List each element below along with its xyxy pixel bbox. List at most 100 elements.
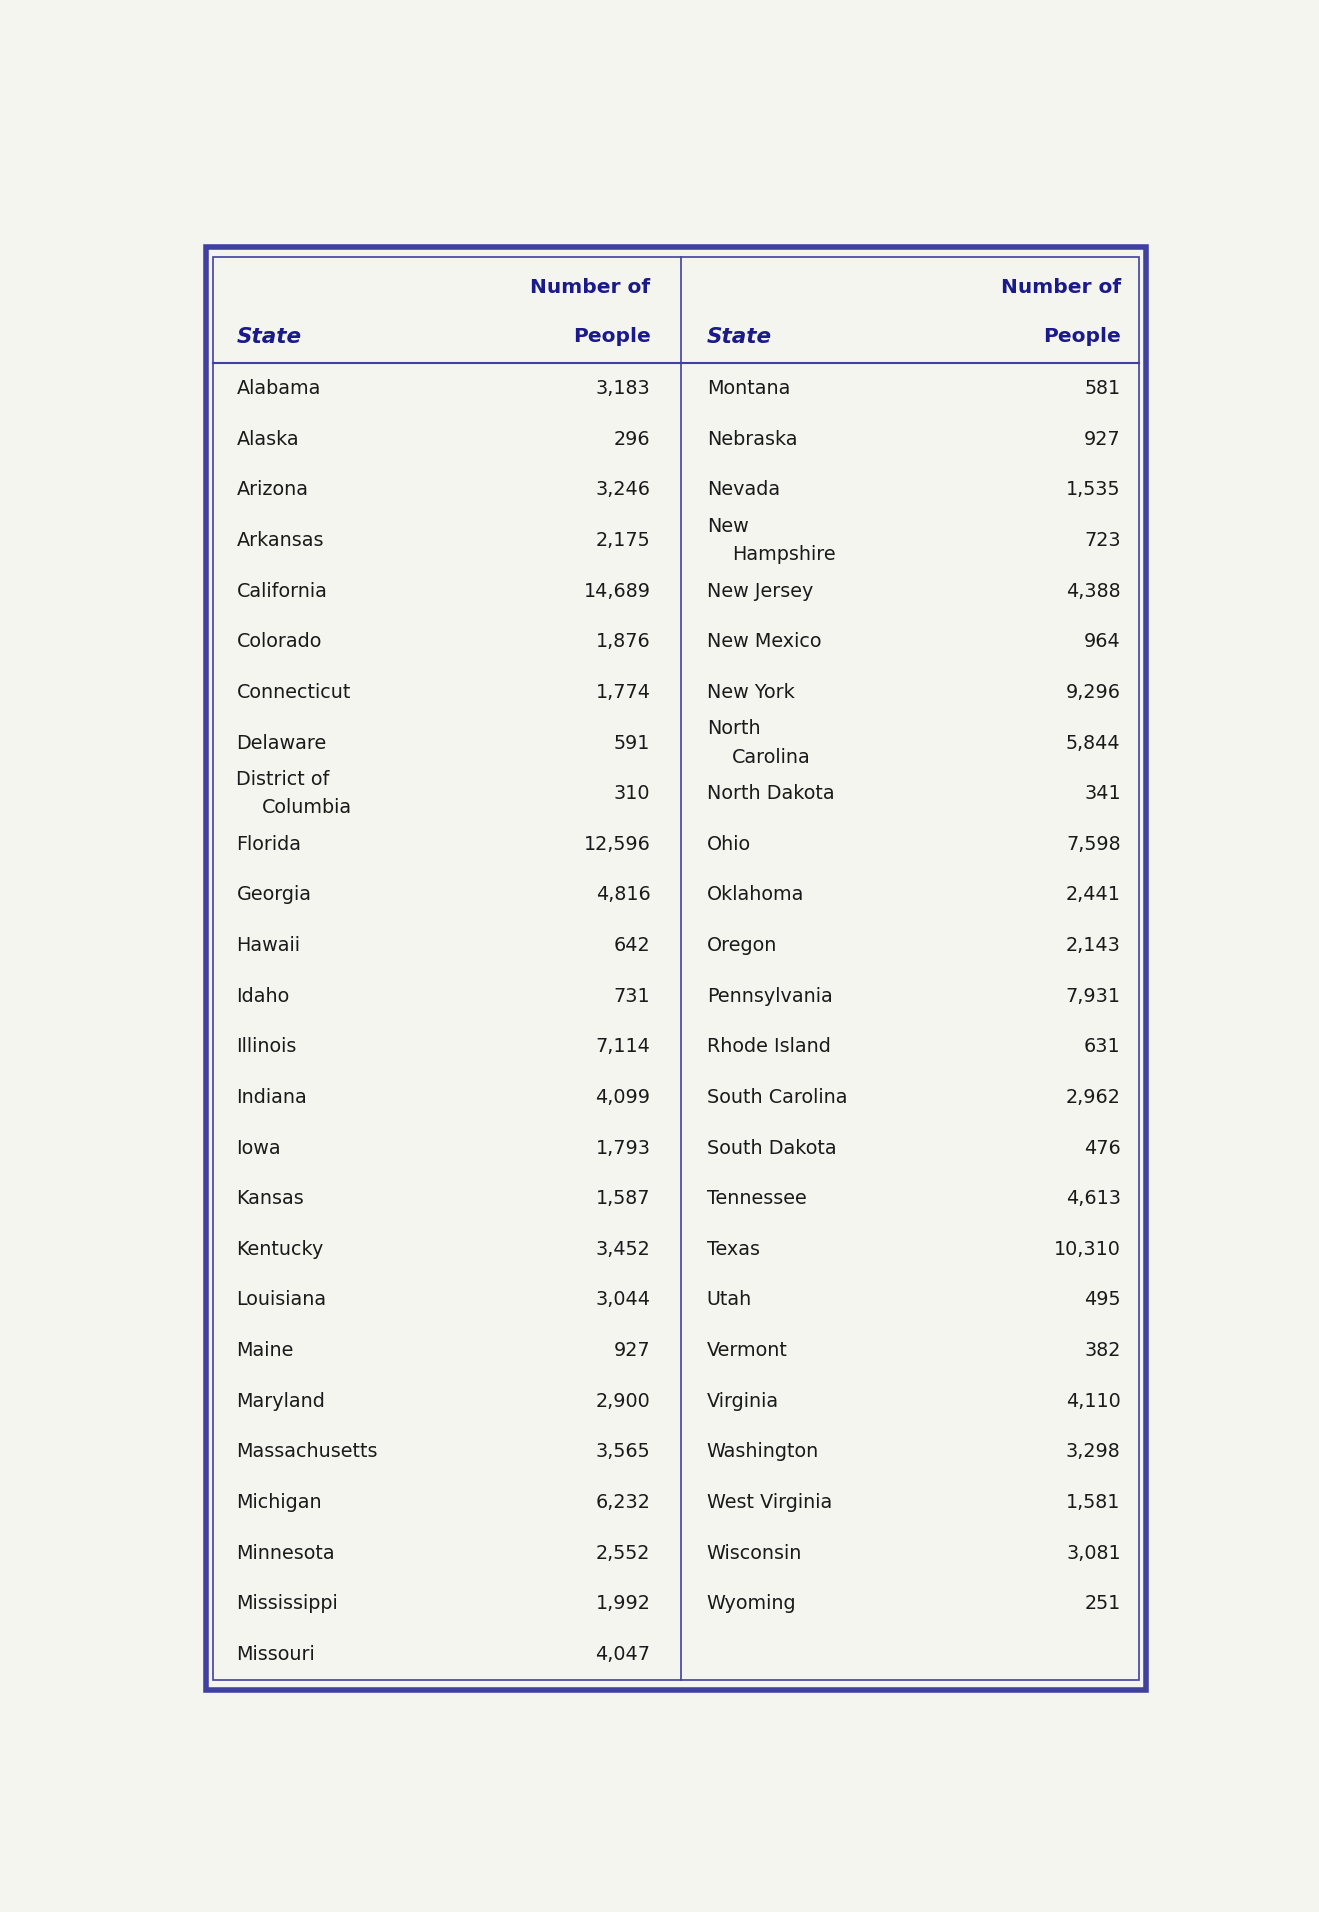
Text: 2,175: 2,175 <box>596 532 650 551</box>
Text: Indiana: Indiana <box>236 1088 307 1107</box>
Text: Wisconsin: Wisconsin <box>707 1543 802 1562</box>
Text: 4,047: 4,047 <box>595 1644 650 1663</box>
Text: Montana: Montana <box>707 379 790 398</box>
Text: 495: 495 <box>1084 1291 1121 1310</box>
Text: 1,992: 1,992 <box>596 1595 650 1614</box>
Text: Tennessee: Tennessee <box>707 1189 806 1208</box>
Text: 341: 341 <box>1084 784 1121 803</box>
Text: Georgia: Georgia <box>236 885 311 904</box>
Text: West Virginia: West Virginia <box>707 1493 832 1512</box>
Text: 2,900: 2,900 <box>596 1392 650 1411</box>
Text: North: North <box>707 719 760 738</box>
Text: 310: 310 <box>613 784 650 803</box>
Text: 251: 251 <box>1084 1595 1121 1614</box>
Text: 7,598: 7,598 <box>1066 836 1121 855</box>
Text: 382: 382 <box>1084 1340 1121 1359</box>
Text: 2,962: 2,962 <box>1066 1088 1121 1107</box>
Text: Carolina: Carolina <box>732 748 811 767</box>
Text: 581: 581 <box>1084 379 1121 398</box>
Text: 1,876: 1,876 <box>596 633 650 652</box>
Text: 4,388: 4,388 <box>1066 581 1121 600</box>
Text: 5,844: 5,844 <box>1066 734 1121 753</box>
Text: 3,565: 3,565 <box>596 1442 650 1461</box>
Text: Hawaii: Hawaii <box>236 937 301 956</box>
Text: Hampshire: Hampshire <box>732 545 836 564</box>
Text: People: People <box>572 327 650 346</box>
Text: 631: 631 <box>1084 1038 1121 1055</box>
Text: 4,613: 4,613 <box>1066 1189 1121 1208</box>
Text: 964: 964 <box>1084 633 1121 652</box>
Text: Texas: Texas <box>707 1239 760 1258</box>
Text: 3,183: 3,183 <box>596 379 650 398</box>
Text: Columbia: Columbia <box>262 799 352 816</box>
Text: 731: 731 <box>613 987 650 1006</box>
Text: Maine: Maine <box>236 1340 294 1359</box>
Text: 10,310: 10,310 <box>1054 1239 1121 1258</box>
Text: State: State <box>236 327 302 346</box>
Text: Iowa: Iowa <box>236 1138 281 1157</box>
Text: New: New <box>707 516 748 535</box>
Text: California: California <box>236 581 327 600</box>
Text: 642: 642 <box>613 937 650 956</box>
Text: New York: New York <box>707 683 794 702</box>
Text: Vermont: Vermont <box>707 1340 787 1359</box>
Text: Oregon: Oregon <box>707 937 777 956</box>
Text: Pennsylvania: Pennsylvania <box>707 987 832 1006</box>
Text: Minnesota: Minnesota <box>236 1543 335 1562</box>
Text: 9,296: 9,296 <box>1066 683 1121 702</box>
Text: 6,232: 6,232 <box>596 1493 650 1512</box>
Text: 476: 476 <box>1084 1138 1121 1157</box>
Text: Ohio: Ohio <box>707 836 751 855</box>
Text: 591: 591 <box>615 734 650 753</box>
Text: Louisiana: Louisiana <box>236 1291 327 1310</box>
Text: 2,441: 2,441 <box>1066 885 1121 904</box>
Text: Wyoming: Wyoming <box>707 1595 797 1614</box>
Text: South Carolina: South Carolina <box>707 1088 847 1107</box>
Text: 3,081: 3,081 <box>1066 1543 1121 1562</box>
Text: Washington: Washington <box>707 1442 819 1461</box>
Text: Missouri: Missouri <box>236 1644 315 1663</box>
Text: 3,044: 3,044 <box>595 1291 650 1310</box>
Text: 1,793: 1,793 <box>595 1138 650 1157</box>
Text: 2,552: 2,552 <box>596 1543 650 1562</box>
Text: 1,774: 1,774 <box>595 683 650 702</box>
Text: New Jersey: New Jersey <box>707 581 813 600</box>
Text: Alaska: Alaska <box>236 430 299 449</box>
Text: Number of: Number of <box>1001 277 1121 296</box>
Text: 4,099: 4,099 <box>595 1088 650 1107</box>
Text: Rhode Island: Rhode Island <box>707 1038 831 1055</box>
Text: District of: District of <box>236 771 330 790</box>
Text: South Dakota: South Dakota <box>707 1138 836 1157</box>
Text: 3,298: 3,298 <box>1066 1442 1121 1461</box>
Text: Arizona: Arizona <box>236 480 309 499</box>
Text: Kansas: Kansas <box>236 1189 305 1208</box>
Text: Nevada: Nevada <box>707 480 780 499</box>
Text: Mississippi: Mississippi <box>236 1595 338 1614</box>
Text: 1,587: 1,587 <box>596 1189 650 1208</box>
Text: Alabama: Alabama <box>236 379 321 398</box>
Text: Massachusetts: Massachusetts <box>236 1442 379 1461</box>
Text: 1,581: 1,581 <box>1066 1493 1121 1512</box>
Text: Maryland: Maryland <box>236 1392 326 1411</box>
Text: Nebraska: Nebraska <box>707 430 797 449</box>
Text: Utah: Utah <box>707 1291 752 1310</box>
Text: 12,596: 12,596 <box>583 836 650 855</box>
Text: North Dakota: North Dakota <box>707 784 835 803</box>
Text: 927: 927 <box>613 1340 650 1359</box>
Text: 7,114: 7,114 <box>596 1038 650 1055</box>
Text: 7,931: 7,931 <box>1066 987 1121 1006</box>
Text: State: State <box>707 327 772 346</box>
Text: Illinois: Illinois <box>236 1038 297 1055</box>
Text: Oklahoma: Oklahoma <box>707 885 805 904</box>
Text: 14,689: 14,689 <box>583 581 650 600</box>
Text: Virginia: Virginia <box>707 1392 778 1411</box>
Text: Delaware: Delaware <box>236 734 327 753</box>
Text: Connecticut: Connecticut <box>236 683 351 702</box>
Text: Idaho: Idaho <box>236 987 290 1006</box>
Text: 4,110: 4,110 <box>1066 1392 1121 1411</box>
Text: Number of: Number of <box>530 277 650 296</box>
Text: 723: 723 <box>1084 532 1121 551</box>
Text: Florida: Florida <box>236 836 302 855</box>
Text: Michigan: Michigan <box>236 1493 322 1512</box>
Text: 296: 296 <box>613 430 650 449</box>
